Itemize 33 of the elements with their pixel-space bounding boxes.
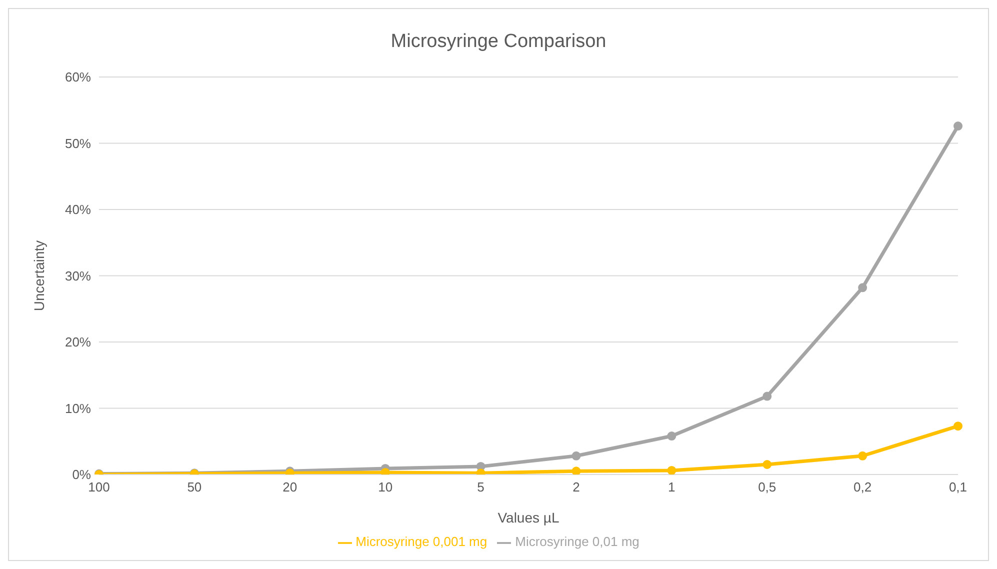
- point: [572, 466, 581, 474]
- point: [380, 468, 390, 474]
- y-tick-label: 20%: [64, 334, 92, 350]
- x-tick-label: 0,2: [854, 480, 872, 495]
- y-tick-label: 50%: [64, 136, 92, 151]
- x-tick-label: 1: [668, 480, 676, 495]
- point: [572, 451, 581, 460]
- y-tick-label: 30%: [64, 268, 92, 284]
- x-tick-label: 2: [572, 480, 580, 495]
- x-axis-title: Values µL: [498, 509, 560, 526]
- legend-label: Microsyringe 0,01 mg: [515, 534, 640, 550]
- legend-label: Microsyringe 0,001 mg: [356, 534, 488, 550]
- x-tick-label: 10: [378, 480, 393, 495]
- y-tick-label: 10%: [64, 400, 92, 416]
- point: [762, 392, 772, 401]
- x-tick-label: 0,5: [758, 480, 776, 495]
- point: [667, 432, 676, 441]
- y-tick-label: 60%: [64, 70, 92, 85]
- x-tick-label: 0,1: [948, 480, 968, 495]
- point: [858, 283, 868, 292]
- point: [858, 451, 868, 460]
- x-tick-label: 5: [477, 480, 484, 495]
- point: [667, 466, 676, 474]
- chart-title: Microsyringe Comparison: [390, 30, 608, 54]
- y-axis-title: Uncertainty: [30, 240, 47, 312]
- y-tick-label: 0%: [72, 467, 92, 482]
- x-tick-label: 50: [187, 480, 202, 495]
- point: [762, 460, 772, 469]
- x-tick-label: 20: [282, 480, 298, 495]
- point: [954, 422, 962, 431]
- point: [954, 122, 962, 131]
- x-tick-label: 100: [88, 480, 110, 495]
- y-tick-label: 40%: [64, 202, 92, 218]
